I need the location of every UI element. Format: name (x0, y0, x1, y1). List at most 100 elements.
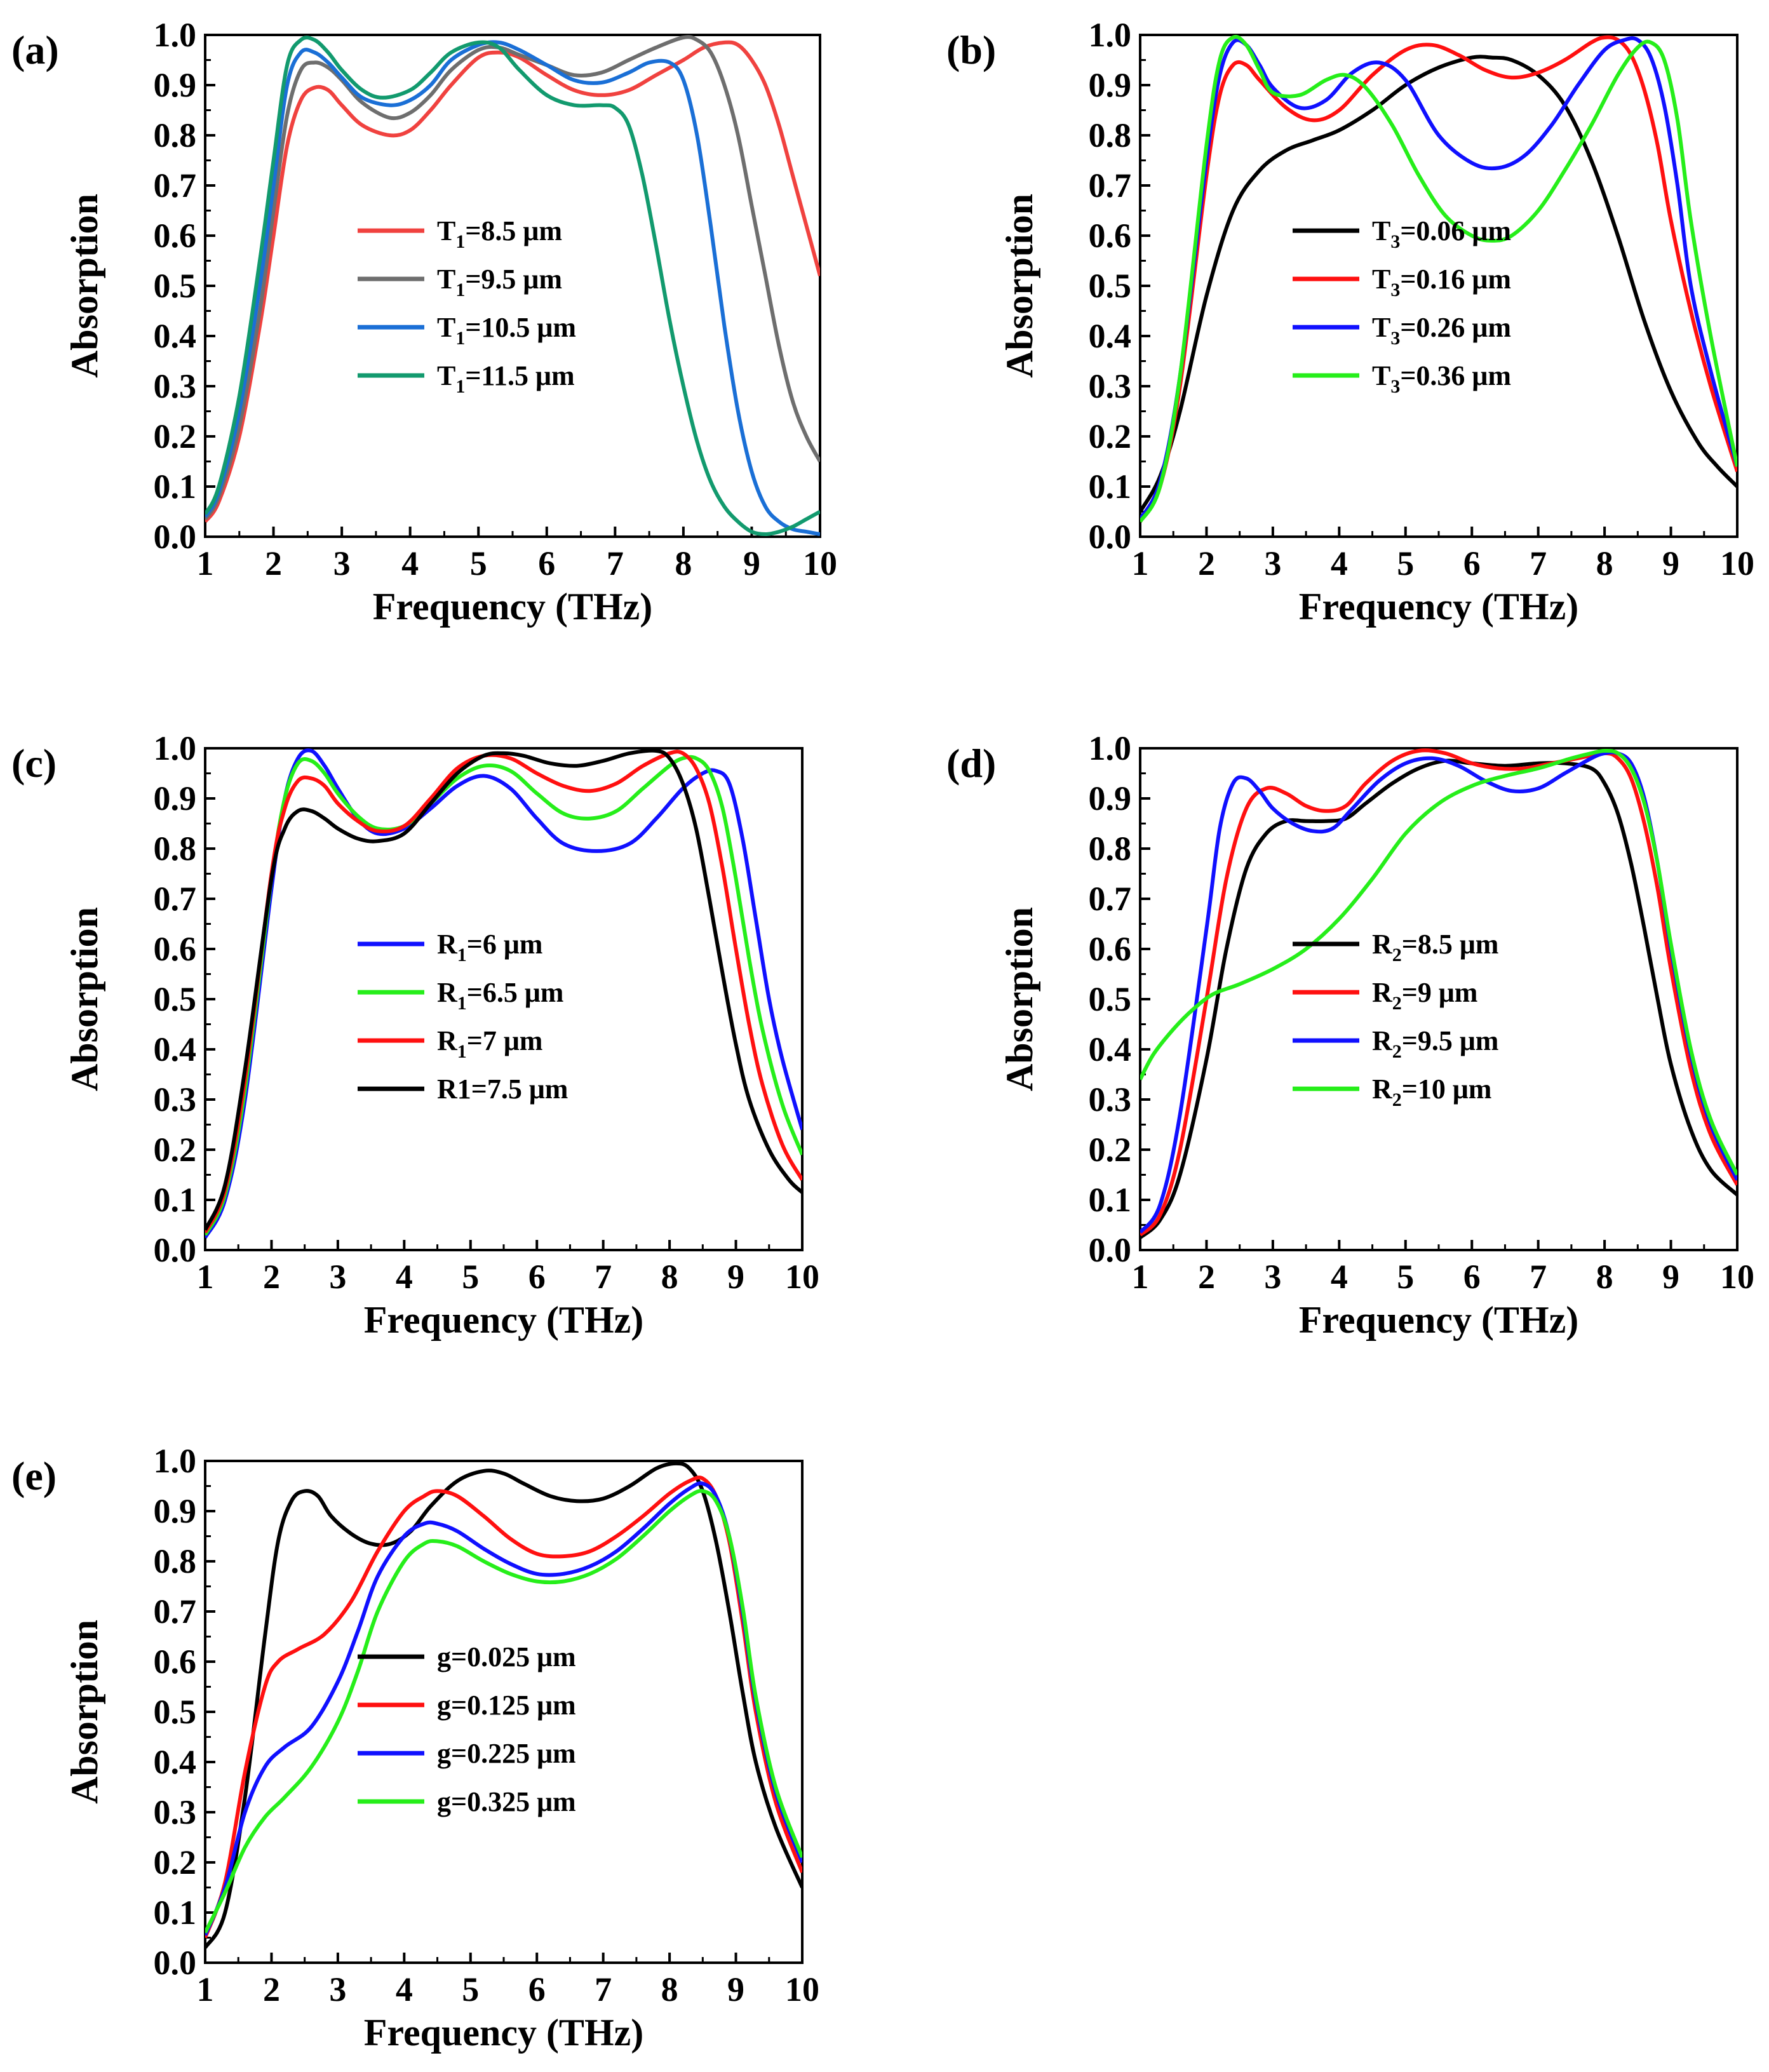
y-tick-label: 0.7 (1089, 166, 1132, 205)
legend-entry: T1=8.5 μm (358, 215, 562, 252)
y-tick-label: 0.5 (154, 980, 197, 1018)
series-line-4 (1140, 748, 1737, 1176)
y-tick-label: 0.4 (1089, 1030, 1132, 1068)
x-tick-label: 8 (661, 1258, 678, 1296)
x-tick-label: 2 (263, 1258, 280, 1296)
panel-label: (e) (11, 1453, 57, 1498)
legend-label: T1=9.5 μm (437, 264, 562, 300)
series-line-1 (205, 40, 820, 523)
x-tick-label: 1 (1132, 544, 1149, 582)
y-tick-label: 0.0 (1089, 518, 1132, 556)
panel-label: (b) (946, 27, 996, 72)
legend-entry: T1=11.5 μm (358, 360, 575, 397)
y-tick-label: 0.3 (1089, 367, 1132, 405)
y-tick-label: 0.1 (154, 468, 197, 506)
y-tick-label: 0.6 (154, 1643, 197, 1681)
x-tick-label: 9 (727, 1970, 744, 2008)
y-tick-label: 0.7 (154, 880, 197, 918)
x-tick-label: 8 (1596, 1258, 1613, 1296)
x-axis-label: Frequency (THz) (373, 586, 652, 628)
legend-label: R1=7.5 μm (437, 1073, 568, 1105)
legend-entry: T3=0.36 μm (1293, 360, 1511, 397)
x-tick-label: 4 (401, 544, 419, 582)
x-tick-label: 7 (595, 1970, 612, 2008)
x-tick-label: 3 (333, 544, 351, 582)
y-tick-label: 0.8 (1089, 116, 1132, 154)
y-tick-label: 0.5 (1089, 980, 1132, 1018)
legend-label: R2=10 μm (1372, 1073, 1491, 1110)
y-axis-label: Absorption (64, 1620, 105, 1804)
y-tick-label: 1.0 (154, 16, 197, 54)
x-tick-label: 2 (265, 544, 282, 582)
y-axis-label: Absorption (64, 907, 105, 1091)
y-tick-label: 0.7 (1089, 880, 1132, 918)
x-tick-label: 4 (396, 1258, 413, 1296)
legend-entry: R2=8.5 μm (1293, 929, 1498, 965)
x-tick-label: 5 (1397, 1258, 1414, 1296)
y-tick-label: 0.6 (1089, 217, 1132, 255)
y-axis-label: Absorption (999, 194, 1040, 378)
x-tick-label: 6 (538, 544, 555, 582)
y-tick-label: 0.5 (154, 267, 197, 305)
y-tick-label: 0.9 (1089, 779, 1132, 817)
x-tick-label: 8 (1596, 544, 1613, 582)
x-tick-label: 3 (329, 1258, 346, 1296)
y-tick-label: 0.7 (154, 1592, 197, 1631)
y-tick-label: 0.8 (1089, 830, 1132, 868)
legend-label: R2=9.5 μm (1372, 1025, 1498, 1062)
y-tick-label: 0.2 (1089, 417, 1132, 455)
legend-label: T1=8.5 μm (437, 215, 562, 252)
series-line-2 (1140, 748, 1737, 1237)
series-line-3 (1140, 36, 1737, 520)
y-tick-label: 0.7 (154, 166, 197, 205)
legend-entry: R1=7 μm (358, 1025, 542, 1062)
y-tick-label: 0.1 (1089, 1181, 1132, 1219)
x-tick-label: 5 (1397, 544, 1414, 582)
x-tick-label: 4 (1331, 544, 1348, 582)
legend-label: R1=6 μm (437, 929, 542, 965)
y-tick-label: 0.4 (154, 317, 197, 355)
legend-entry: T3=0.26 μm (1293, 312, 1511, 349)
x-tick-label: 6 (528, 1258, 546, 1296)
x-tick-label: 1 (197, 544, 214, 582)
y-tick-label: 0.0 (154, 518, 197, 556)
x-tick-label: 5 (470, 544, 487, 582)
x-axis-label: Frequency (THz) (364, 1299, 643, 1341)
x-tick-label: 7 (1530, 1258, 1547, 1296)
legend-entry: T1=10.5 μm (358, 312, 576, 349)
y-tick-label: 0.9 (154, 779, 197, 817)
legend-label: g=0.125 μm (437, 1690, 576, 1721)
legend-entry: R1=7.5 μm (358, 1073, 568, 1105)
x-tick-label: 6 (1463, 1258, 1481, 1296)
y-tick-label: 0.2 (154, 417, 197, 455)
y-tick-label: 0.5 (1089, 267, 1132, 305)
x-tick-label: 9 (743, 544, 760, 582)
y-tick-label: 1.0 (154, 729, 197, 767)
y-tick-label: 0.2 (1089, 1131, 1132, 1169)
series-line-4 (205, 36, 820, 536)
x-axis-label: Frequency (THz) (364, 2012, 643, 2054)
x-tick-label: 2 (1198, 544, 1215, 582)
y-tick-label: 0.9 (1089, 66, 1132, 104)
x-tick-label: 9 (1662, 544, 1679, 582)
y-tick-label: 0.1 (154, 1894, 197, 1932)
y-axis-label: Absorption (999, 907, 1040, 1091)
legend-entry: g=0.025 μm (358, 1641, 576, 1672)
legend-label: g=0.225 μm (437, 1738, 576, 1769)
x-tick-label: 3 (1264, 1258, 1281, 1296)
x-tick-label: 4 (1331, 1258, 1348, 1296)
y-tick-label: 0.0 (1089, 1231, 1132, 1269)
legend-label: T3=0.16 μm (1372, 264, 1511, 300)
y-tick-label: 0.1 (1089, 468, 1132, 506)
legend-entry: g=0.225 μm (358, 1738, 576, 1769)
series-line-3 (205, 40, 820, 536)
y-tick-label: 0.8 (154, 830, 197, 868)
legend-label: R2=8.5 μm (1372, 929, 1498, 965)
series-line-1 (205, 1461, 802, 1949)
y-tick-label: 0.5 (154, 1693, 197, 1731)
y-tick-label: 0.3 (154, 1080, 197, 1119)
x-tick-label: 7 (595, 1258, 612, 1296)
series-line-4 (1140, 34, 1737, 523)
y-tick-label: 1.0 (1089, 729, 1132, 767)
x-tick-label: 8 (675, 544, 692, 582)
